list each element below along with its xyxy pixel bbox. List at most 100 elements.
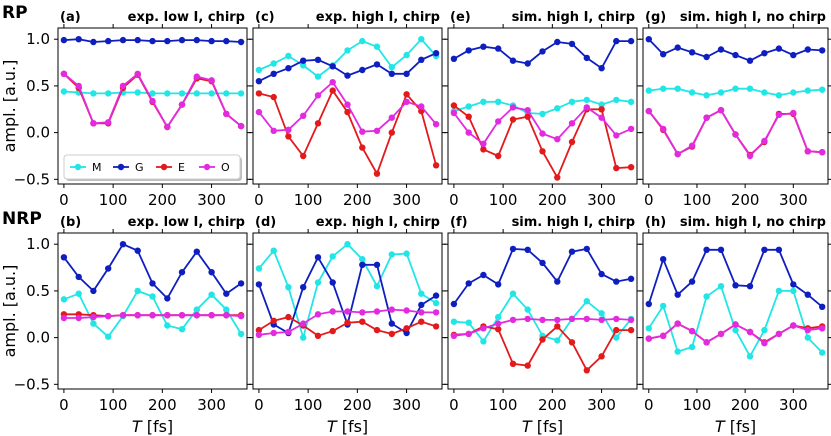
panel-a-series-M-point [193, 90, 200, 97]
panel-h-series-O-point [746, 328, 754, 336]
panel-g-series-G-point [674, 44, 681, 51]
panel-h-series-O-point [775, 330, 783, 338]
panel-f-series-G-point [583, 245, 590, 253]
panel-h-series-G-point [732, 282, 739, 289]
row-label-nrp: NRP [2, 209, 42, 229]
panel-d-series-E-point [255, 326, 263, 334]
panel-h-series-M-point [660, 302, 667, 310]
panel-b-series-O-point [208, 312, 215, 319]
panel-f-series-E-point [613, 326, 620, 334]
panel-c-series-E-point [359, 144, 366, 151]
panel-d-series-O-point [329, 308, 336, 315]
panel-h-series-O-point [790, 322, 797, 329]
panel-g: 0 100 200 300 (g) sim. high I, no chirp [639, 10, 831, 209]
row-labels: RP NRP [2, 3, 42, 229]
panel-f-series-M-point [450, 318, 458, 325]
panel-b-series-M-point [149, 293, 156, 300]
panel-a-ytick-label: −0.5 [14, 170, 50, 188]
panel-d-xtick-label: 100 [294, 396, 323, 414]
panel-d-series-G-point [300, 284, 307, 291]
panel-h-series-M-point [775, 287, 783, 295]
panel-e-series-G-point [598, 65, 605, 72]
panel-c-series-E-point [388, 129, 395, 136]
panel-f-series-O-point [583, 315, 590, 323]
panel-a-series-O-point [208, 77, 215, 84]
panel-f-series-M-point [509, 290, 517, 297]
panel-e-series-O-point [598, 114, 605, 121]
panel-d-title: exp. high I, chirp [316, 215, 440, 230]
panel-a-series-M-point [178, 90, 186, 97]
panel-f-series-G-line [453, 247, 632, 305]
panel-b-xlabel-var: T [132, 417, 143, 436]
panel-e-series-O-point [627, 125, 635, 133]
panel-c-series-O-point [270, 127, 277, 134]
panel-a-series-G-point [90, 38, 97, 46]
panel-f-series-M-point [598, 310, 605, 317]
panel-b-frame [57, 232, 248, 390]
panel-e-series-O-point [554, 136, 561, 143]
panel-g-series-O-point [674, 150, 681, 158]
panel-h-series-G-point [804, 291, 811, 298]
panel-d-series-M-point [418, 290, 425, 297]
panel-b-series-G-point [90, 287, 97, 295]
panel-e-series-O-point [613, 132, 620, 139]
panel-f-series-O-point [613, 315, 620, 323]
panel-b-series-G-point [208, 269, 215, 276]
panel-f-series-E-point [583, 367, 590, 374]
panel-f-series-G-point [568, 248, 576, 255]
panel-g-series-M-point [790, 89, 797, 96]
panel-c-series-E-point [344, 108, 351, 116]
panel-g-xtick-label: 200 [731, 191, 760, 209]
panel-a-series-G-point [119, 36, 127, 44]
panel-d-series-M-point [329, 253, 336, 260]
panel-d-xlabel-var: T [327, 417, 338, 436]
panel-h-series-O-point [732, 321, 739, 328]
panel-d-series-O-point [373, 308, 381, 315]
panel-a-series-O-point [90, 120, 97, 127]
panel-g-series-O-point [645, 107, 652, 115]
panel-a-series-M-point [149, 90, 156, 97]
panel-f-xtick-label: 200 [538, 396, 567, 414]
panel-c-series-O-point [285, 126, 292, 133]
panel-e-series-G-point [465, 47, 472, 54]
panel-g-series-M-point [717, 89, 725, 96]
panel-b-series-G-point [134, 247, 141, 254]
panel-g-series-G-point [717, 46, 725, 53]
panel-d-series-E-point [314, 332, 322, 339]
panel-f-series-O-point [627, 316, 635, 324]
panel-h-series-M-point [688, 343, 696, 351]
panel-b-ytick-label: 1.0 [26, 235, 50, 253]
panel-c-series-M-point [403, 51, 410, 59]
panel-h-xtick-label: 100 [683, 396, 712, 414]
panel-e-series-M-point [539, 110, 546, 118]
panel-c-series-G-point [255, 78, 263, 85]
panel-g-series-M-point [688, 89, 696, 96]
panel-c-series-M-point [373, 43, 381, 50]
panel-d-xtick-label: 0 [254, 396, 264, 414]
panel-c-series-O-point [403, 98, 410, 106]
panel-h-series-M-point [732, 326, 739, 334]
panel-b-series-O-point [60, 314, 68, 322]
panel-c-series-G-point [344, 72, 351, 79]
panel-d-xlabel-unit: [fs] [337, 417, 369, 436]
panel-c-series-M-point [300, 62, 307, 69]
panel-h-xlabel-var: T [715, 417, 726, 436]
panel-f-series-E-point [554, 323, 561, 330]
panel-h-series-O-point [819, 325, 826, 332]
panel-e-series-M-point [627, 98, 635, 106]
panel-g-series-O-point [804, 148, 811, 155]
panel-a-ytick-label: 0.5 [26, 77, 50, 95]
legend-dot-M [74, 163, 82, 171]
panel-h-xlabel: T [fs] [715, 417, 756, 436]
panel-a-ylabel: ampl. [a.u.] [0, 60, 19, 153]
panel-d-series-O-point [359, 309, 366, 316]
panel-f-series-O-point [524, 315, 531, 323]
panel-e-xtick-label: 300 [587, 191, 616, 209]
panel-a-title: exp. low I, chirp [128, 10, 245, 25]
panel-h-series-G-point [660, 256, 667, 263]
panel-d-frame [252, 232, 443, 390]
panel-d-series-G-point [432, 292, 440, 299]
panel-f-series-M-point [583, 298, 590, 305]
panel-a-xtick-label: 100 [99, 191, 128, 209]
panel-b-series-G-point [149, 280, 156, 287]
